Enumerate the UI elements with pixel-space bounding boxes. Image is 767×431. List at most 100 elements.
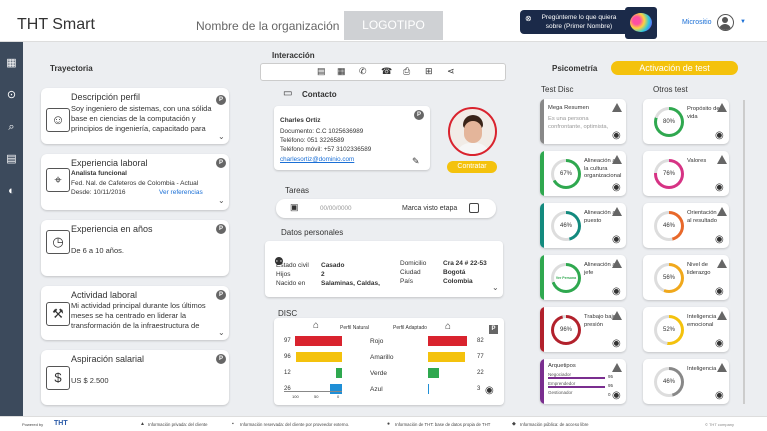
- contact-email[interactable]: charlesortiz@dominio.com: [280, 156, 355, 163]
- tasks-bar: ▣ 00/00/0000 Marca visto etapa: [276, 199, 496, 218]
- chevron-down-icon[interactable]: ⌄: [218, 132, 225, 141]
- interaccion-title: Interacción: [272, 51, 315, 60]
- print-icon[interactable]: ⎙: [403, 66, 411, 76]
- eye-icon[interactable]: ◉: [612, 390, 621, 401]
- experiencia-card[interactable]: ⌖ Experiencia laboral Analista funcional…: [41, 154, 229, 210]
- disc-test-card[interactable]: Mega Resumen Es una persona confrontante,…: [540, 99, 626, 144]
- hire-button[interactable]: Contratar: [447, 161, 497, 173]
- disc-test-card[interactable]: Arquetipos Negociador 95 Emprendedor 95 Gesti…: [540, 359, 626, 404]
- disc-label: Azul: [370, 386, 383, 393]
- app-header: THT Smart Nombre de la organización LOGO…: [0, 0, 767, 42]
- disc-adapted-value: 77: [477, 354, 484, 360]
- legend-text: Información pública: de acceso libre: [520, 422, 589, 427]
- phone-icon[interactable]: ☎: [381, 66, 393, 76]
- ask-box[interactable]: ⊗ Pregúnteme lo que quiera sobre (Primer…: [520, 10, 625, 34]
- warning-icon: [612, 155, 622, 164]
- chevron-down-icon[interactable]: ⌄: [218, 196, 225, 205]
- brain-icon[interactable]: [625, 7, 657, 39]
- activation-button[interactable]: Activación de test: [611, 61, 738, 75]
- disc-test-card[interactable]: Ver Persona Alineación al jefe ◉: [540, 255, 626, 300]
- eye-icon[interactable]: ◉: [715, 234, 724, 245]
- eye-icon[interactable]: ◉: [612, 234, 621, 245]
- eye-icon[interactable]: ◉: [715, 286, 724, 297]
- microsite-link[interactable]: Micrositio: [682, 19, 712, 26]
- perfil-card[interactable]: ☺ Descripción perfil Soy ingeniero de si…: [41, 88, 229, 144]
- calendar-icon[interactable]: ▣: [290, 202, 299, 212]
- map-icon: ⌖: [46, 168, 70, 192]
- export-icon[interactable]: ⊞: [425, 66, 433, 76]
- list-icon[interactable]: ▦: [337, 66, 346, 76]
- score-value: 56%: [657, 266, 681, 290]
- chevron-down-icon[interactable]: ⌄: [218, 328, 225, 337]
- legend-text: Información privada: del cliente: [148, 422, 208, 427]
- date-input[interactable]: 00/00/0000: [320, 205, 352, 212]
- disc-label: Amarillo: [370, 354, 394, 361]
- private-badge: P: [216, 224, 226, 234]
- disc-natural-value: 97: [284, 338, 291, 344]
- chevron-down-icon[interactable]: ▼: [740, 19, 746, 25]
- pais-label: País: [400, 278, 414, 285]
- other-test-card[interactable]: 46% Inteligencia ◉: [643, 359, 729, 404]
- warning-icon: [612, 103, 622, 112]
- eye-icon[interactable]: ◉: [715, 182, 724, 193]
- score-value: 46%: [554, 214, 578, 238]
- other-test-card[interactable]: 76% Valores ◉: [643, 151, 729, 196]
- hierarchy-icon[interactable]: ▤: [6, 153, 17, 165]
- eye-icon[interactable]: ◉: [485, 385, 494, 396]
- footer: Powered by THT ▲ Información privada: del…: [0, 416, 767, 431]
- test-name: Orientación al resultado: [687, 210, 717, 224]
- references-link[interactable]: Ver referencias: [159, 189, 203, 196]
- other-test-card[interactable]: 80% Propósito de vida ◉: [643, 99, 729, 144]
- disc-adapted-bar: [428, 384, 429, 394]
- close-icon[interactable]: ⊗: [525, 14, 532, 23]
- app-title: THT Smart: [17, 16, 95, 33]
- document-icon[interactable]: ▤: [317, 66, 326, 76]
- scrollbar[interactable]: [743, 100, 745, 404]
- powered-label: Powered by: [22, 422, 44, 427]
- other-test-card[interactable]: 52% Inteligencia emocional ◉: [643, 307, 729, 352]
- eye-icon[interactable]: ◉: [715, 130, 724, 141]
- users-icon: ⚉: [274, 256, 284, 268]
- eye-icon[interactable]: ◉: [612, 130, 621, 141]
- disc-adapted-bar: [428, 336, 467, 346]
- axis-mid: 50: [314, 394, 319, 399]
- eye-icon[interactable]: ◉: [612, 338, 621, 349]
- disc-adapted-value: 82: [477, 338, 484, 344]
- chevron-down-icon[interactable]: ⌄: [492, 283, 499, 292]
- trayectoria-title: Trayectoria: [50, 64, 93, 73]
- archetype-value: 95: [608, 383, 614, 388]
- actividad-card[interactable]: ⚒ Actividad laboral Mi actividad princip…: [41, 286, 229, 340]
- other-test-card[interactable]: 56% Nivel de liderazgo ◉: [643, 255, 729, 300]
- score-value: 96%: [554, 318, 578, 342]
- search-user-icon[interactable]: ⊙: [6, 89, 17, 101]
- natural-label: Perfil Natural: [340, 325, 369, 331]
- other-test-card[interactable]: 46% Orientación al resultado ◉: [643, 203, 729, 248]
- private-badge: P: [216, 354, 226, 364]
- eye-icon[interactable]: ◉: [612, 286, 621, 297]
- share-icon[interactable]: ⋖: [447, 66, 455, 76]
- disc-test-card[interactable]: 67% Alineación a la cultura organizaciona…: [540, 151, 626, 196]
- nacido-value: Salaminas, Caldas,: [321, 280, 380, 287]
- years-card[interactable]: ◷ Experiencia en años De 6 a 10 años. P: [41, 220, 229, 276]
- edit-icon[interactable]: ✎: [412, 156, 420, 166]
- legend-text: Información de THT: base de datos propia…: [395, 422, 491, 427]
- salario-card[interactable]: $ Aspiración salarial US $ 2.500 P: [41, 350, 229, 405]
- warning-icon: [612, 363, 622, 372]
- eye-icon[interactable]: ◉: [612, 182, 621, 193]
- disc-test-card[interactable]: 96% Trabajo bajo presión ◉: [540, 307, 626, 352]
- whatsapp-icon[interactable]: ✆: [359, 66, 367, 76]
- eye-icon[interactable]: ◉: [715, 338, 724, 349]
- legend-badge: ▲: [140, 421, 145, 427]
- score-ring: 46%: [551, 211, 581, 241]
- logout-icon[interactable]: ◐: [8, 185, 15, 197]
- psicometria-title: Psicometría: [552, 64, 598, 73]
- score-value: 46%: [657, 370, 681, 394]
- axis-right: 0: [337, 394, 340, 399]
- eye-icon[interactable]: ◉: [715, 390, 724, 401]
- buildings-icon[interactable]: ▦: [6, 57, 17, 69]
- search-icon[interactable]: ⌕: [8, 121, 15, 133]
- seen-checkbox[interactable]: [469, 203, 479, 213]
- disc-test-card[interactable]: 46% Alineación al puesto ◉: [540, 203, 626, 248]
- avatar[interactable]: [717, 14, 734, 31]
- score-ring: 76%: [654, 159, 684, 189]
